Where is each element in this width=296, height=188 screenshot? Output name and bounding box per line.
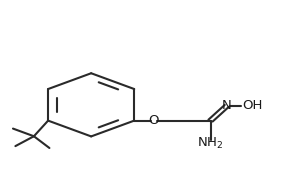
Text: N: N — [222, 99, 232, 112]
Text: O: O — [148, 114, 159, 127]
Text: NH$_2$: NH$_2$ — [197, 136, 224, 151]
Text: OH: OH — [243, 99, 263, 112]
